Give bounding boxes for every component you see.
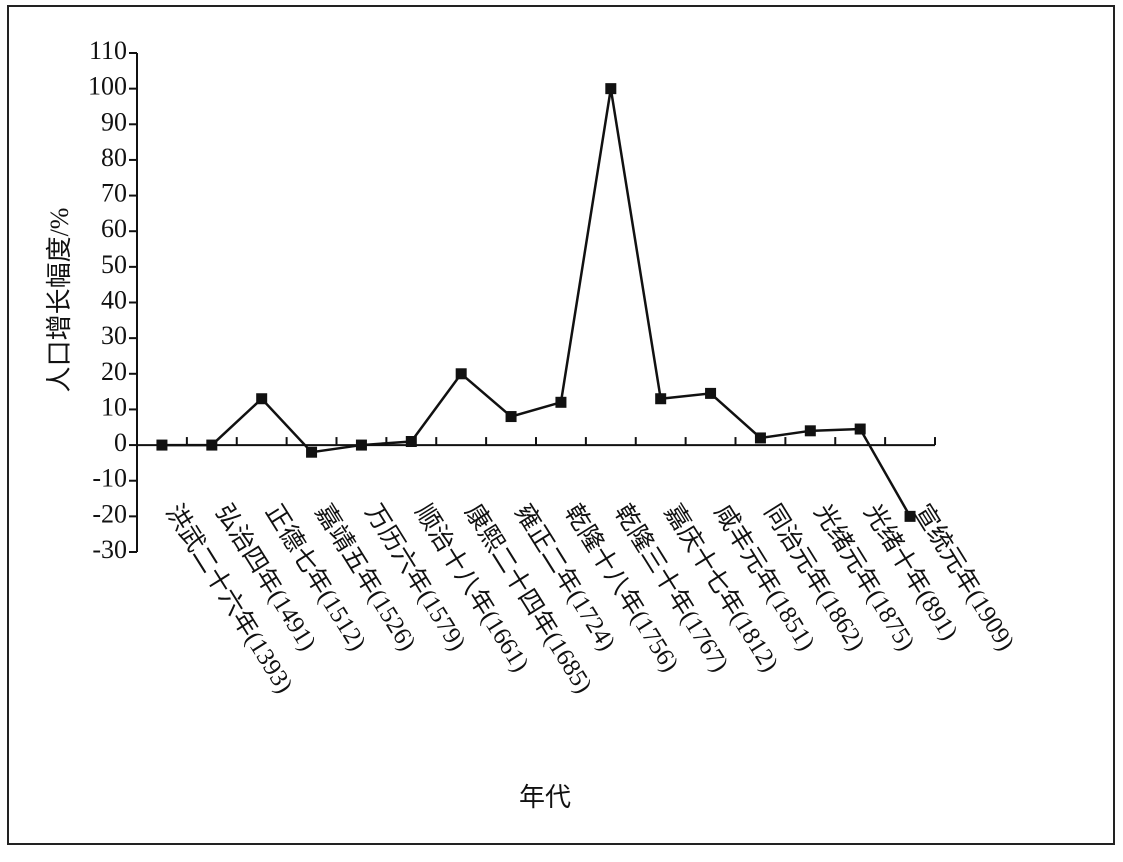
y-tick-label: 60 <box>101 214 127 243</box>
data-point <box>705 387 717 399</box>
data-point <box>605 83 617 95</box>
data-point <box>256 393 268 405</box>
x-axis-title: 年代 <box>519 783 571 812</box>
y-tick-label: 70 <box>101 179 127 208</box>
data-point <box>655 393 667 405</box>
y-axis-title: 人口增长幅度/% <box>45 208 74 393</box>
data-point <box>555 396 567 408</box>
y-tick-label: 110 <box>89 36 127 65</box>
frame <box>7 5 1115 845</box>
data-point <box>306 446 318 458</box>
y-tick-label: -30 <box>92 535 127 564</box>
data-point <box>355 439 367 451</box>
data-point <box>854 423 866 435</box>
y-tick-label: 10 <box>101 392 127 421</box>
y-tick-label: 30 <box>101 321 127 350</box>
data-point <box>505 411 517 423</box>
data-point <box>455 368 467 380</box>
y-tick-label: 90 <box>101 107 127 136</box>
data-point <box>754 432 766 444</box>
y-tick-label: 40 <box>101 285 127 314</box>
data-line <box>161 88 912 517</box>
data-point <box>804 425 816 437</box>
data-point <box>904 510 916 522</box>
y-tick-label: 20 <box>101 357 127 386</box>
y-tick-label: 0 <box>114 428 127 457</box>
y-tick-label: -20 <box>92 499 127 528</box>
y-tick-label: -10 <box>92 464 127 493</box>
y-tick-label: 100 <box>88 72 127 101</box>
data-point <box>405 436 417 448</box>
y-tick-label: 80 <box>101 143 127 172</box>
data-point <box>206 439 218 451</box>
y-tick-label: 50 <box>101 250 127 279</box>
data-point <box>156 439 168 451</box>
